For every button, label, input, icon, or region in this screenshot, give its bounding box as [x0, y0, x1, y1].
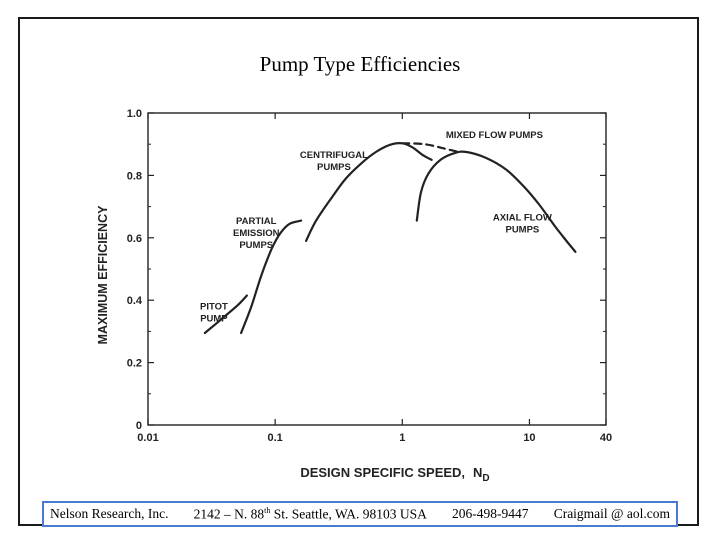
y-tick-label: 0.8	[127, 170, 142, 182]
centrifugal-pumps-curve	[305, 142, 433, 242]
partial-emission-pumps-label-line: PUMPS	[239, 240, 273, 251]
x-tick-label: 0.1	[268, 432, 283, 444]
axes: 0 0.2 0.4 0.6 0.8 1.0 0.01 0.1 1 10 40	[127, 108, 612, 444]
y-tick-label: 0.4	[127, 295, 143, 307]
axial-flow-pumps-label-line: AXIAL FLOW	[493, 213, 552, 224]
centrifugal-pumps-label: CENTRIFUGAL PUMPS	[300, 150, 368, 173]
centrifugal-pumps-label-line: CENTRIFUGAL	[300, 150, 368, 161]
y-tick-label: 0.2	[127, 358, 142, 370]
x-axis-label-symbol: N	[473, 465, 482, 480]
axial-flow-pumps-label: AXIAL FLOW PUMPS	[493, 213, 552, 236]
footer-address: 2142 – N. 88th St. Seattle, WA. 98103 US…	[194, 506, 427, 523]
x-axis-label-text: DESIGN SPECIFIC SPEED,	[300, 465, 465, 480]
transition-dashed-curve	[401, 142, 463, 154]
y-tick-label: 0	[136, 420, 142, 432]
pitot-pump-curve	[203, 294, 248, 335]
x-axis-label-subscript: D	[482, 473, 489, 484]
footer-company: Nelson Research, Inc.	[50, 506, 169, 521]
slide-title: Pump Type Efficiencies	[259, 52, 461, 76]
pitot-pump-label: PITOT PUMP	[200, 302, 228, 325]
pitot-pump-label-line: PITOT	[200, 302, 228, 313]
footer-address-number: 2142 – N. 88	[193, 506, 265, 522]
partial-emission-pumps-label-line: PARTIAL	[236, 216, 277, 227]
partial-emission-pumps-label: PARTIAL EMISSION PUMPS	[233, 216, 280, 251]
plot-frame	[147, 112, 607, 426]
y-axis-label: MAXIMUM EFFICIENCY	[96, 205, 110, 345]
centrifugal-pumps-label-line: PUMPS	[317, 162, 351, 173]
y-tick-label: 0.6	[127, 233, 142, 245]
mixed-flow-pumps-curve	[415, 150, 577, 253]
mixed-flow-pumps-label-line: MIXED FLOW PUMPS	[446, 130, 543, 141]
partial-emission-pumps-label-line: EMISSION	[233, 228, 280, 239]
footer-address-rest: St. Seattle, WA. 98103 USA	[270, 506, 427, 522]
x-tick-label: 0.01	[137, 432, 158, 444]
footer-bar: Nelson Research, Inc. 2142 – N. 88th St.…	[42, 501, 678, 527]
y-tick-label: 1.0	[127, 108, 142, 120]
pitot-pump-label-line: PUMP	[200, 314, 228, 325]
partial-emission-pumps-curve	[240, 219, 303, 335]
curves	[203, 142, 577, 335]
x-tick-label: 10	[523, 432, 535, 444]
slide-frame	[18, 17, 699, 526]
axial-flow-pumps-label-line: PUMPS	[505, 225, 539, 236]
x-tick-label: 40	[600, 432, 612, 444]
mixed-flow-pumps-label: MIXED FLOW PUMPS	[446, 130, 543, 141]
footer-email: Craigmail @ aol.com	[553, 506, 670, 521]
x-tick-label: 1	[399, 432, 405, 444]
x-axis-label: DESIGN SPECIFIC SPEED, ND	[300, 465, 489, 484]
footer-phone: 206-498-9447	[452, 506, 529, 521]
footer-address-sup: th	[264, 505, 271, 515]
